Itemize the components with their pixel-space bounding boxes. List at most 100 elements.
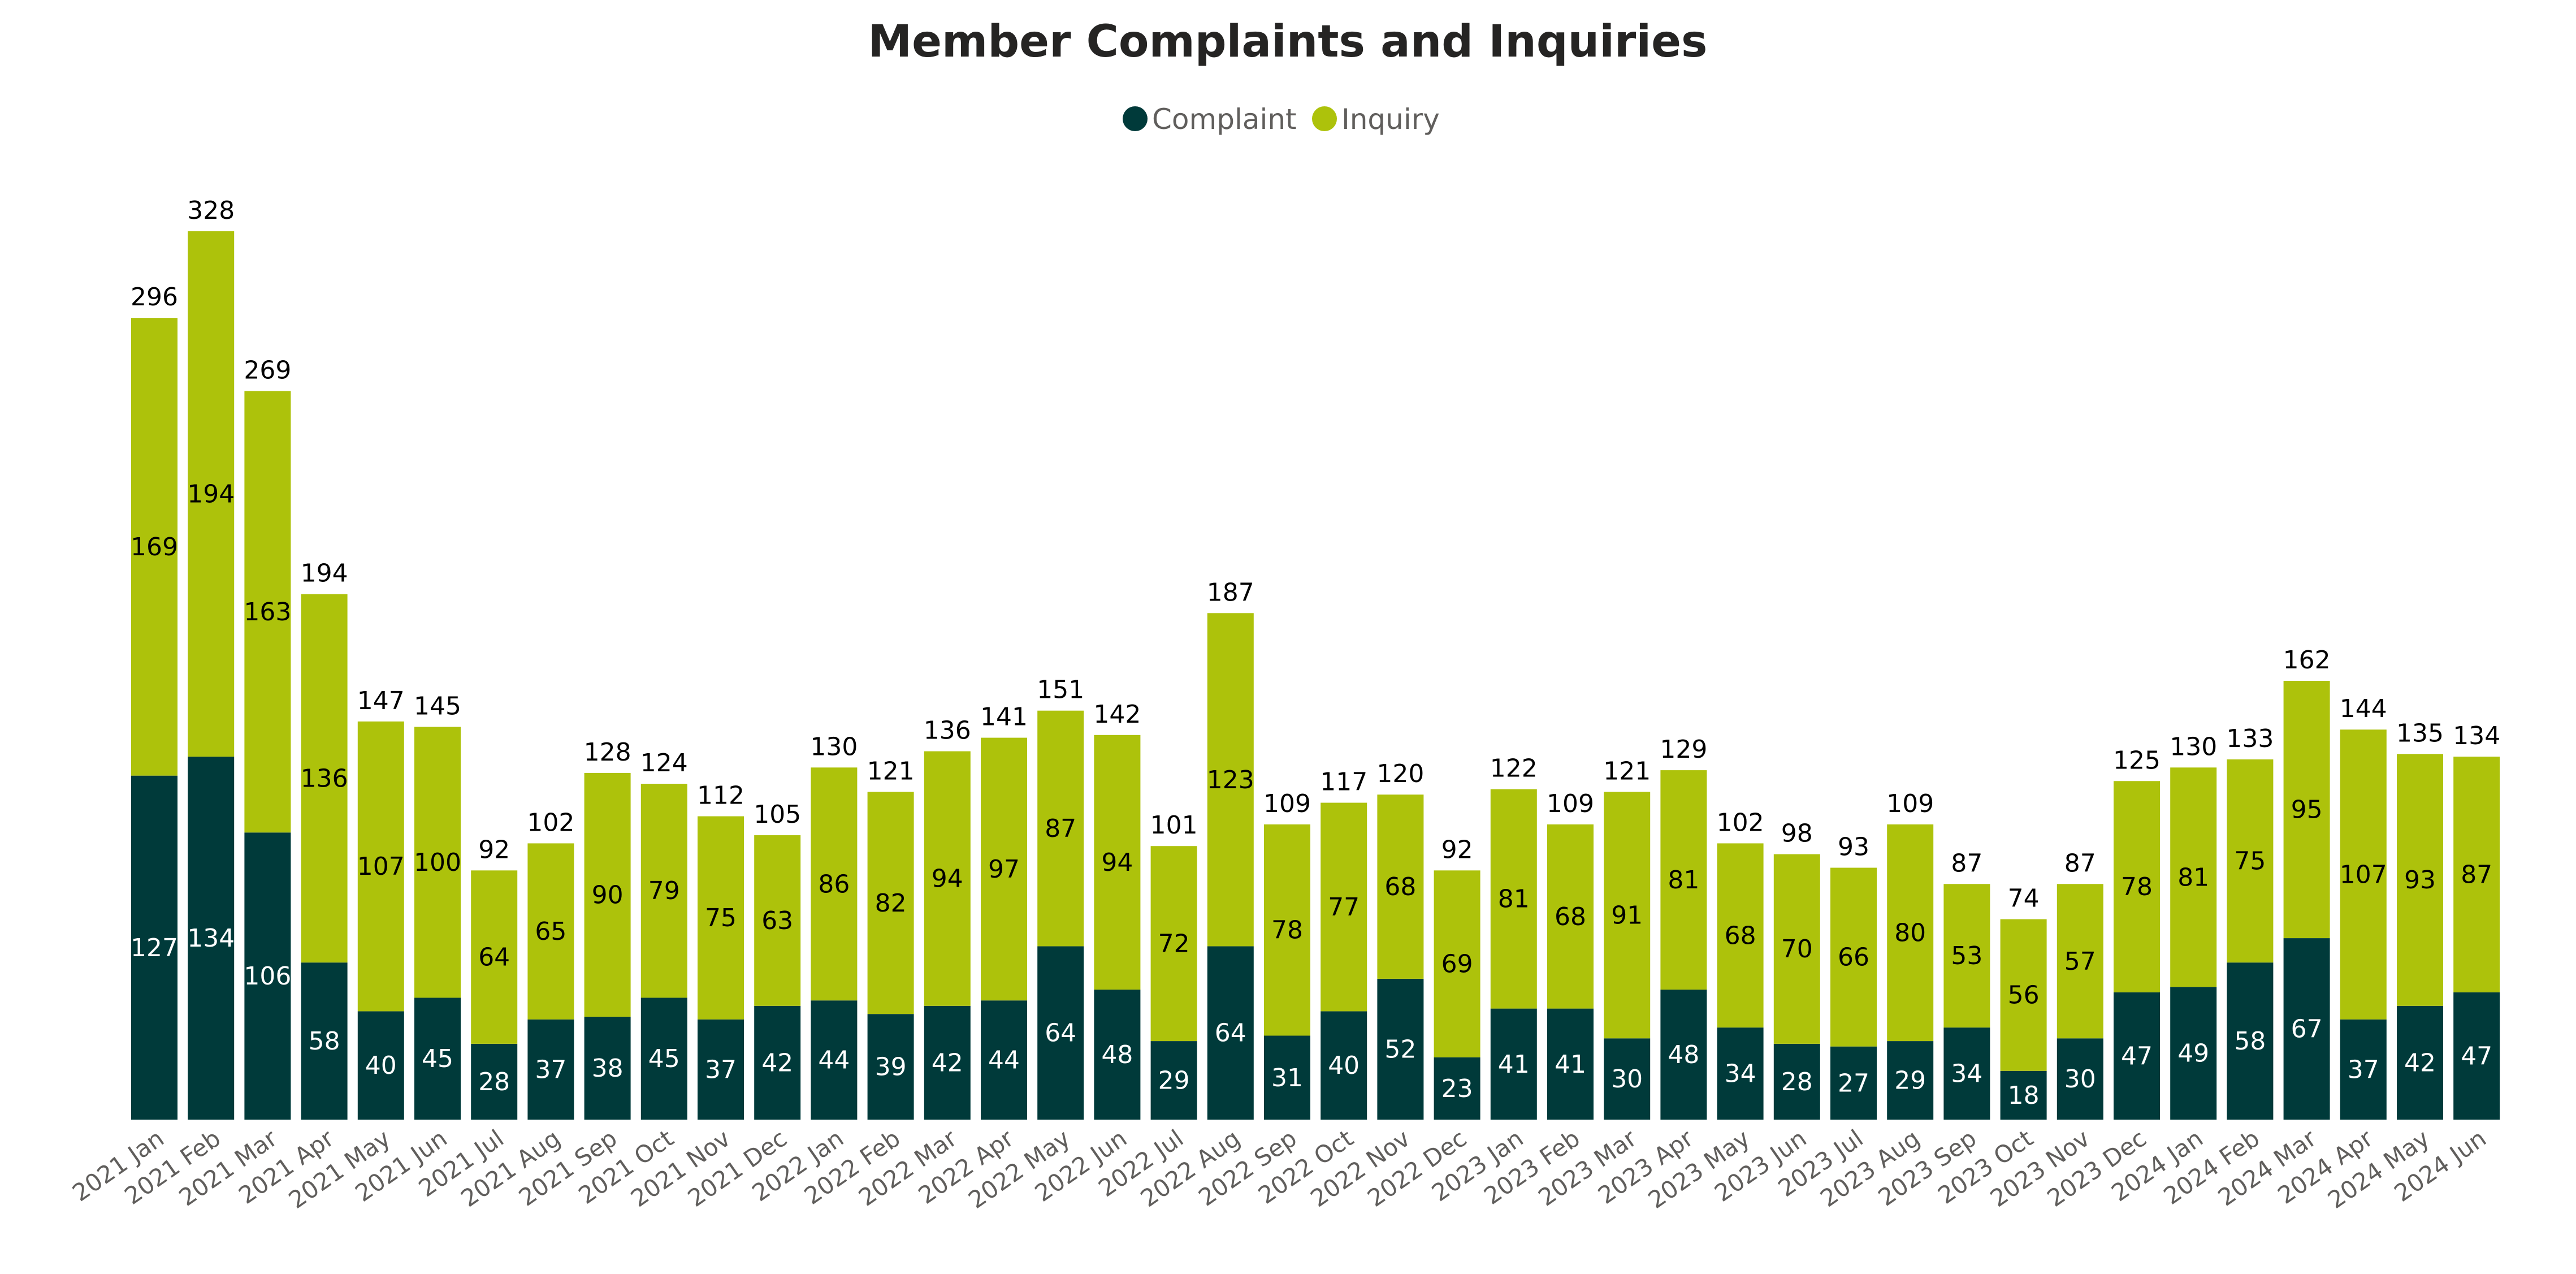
data-label-inquiry: 63 [761,906,793,935]
bars: 127 169 296 134 194 328 106 163 269 58 136 194 40 107… [131,196,2500,1120]
data-label-inquiry: 97 [988,855,1020,884]
data-label-complaint: 30 [2064,1065,2096,1094]
data-label-inquiry: 56 [2008,981,2040,1010]
bar-complaint [1773,1043,1820,1120]
bar-complaint [1321,1011,1367,1120]
data-label-complaint: 39 [875,1053,907,1082]
bar-inquiry [1037,710,1084,947]
data-label-total: 92 [478,835,510,864]
data-label-complaint: 49 [2177,1039,2209,1068]
data-label-total: 87 [2064,849,2096,878]
bar-complaint [414,997,461,1120]
bar-inquiry [471,870,518,1044]
bar-complaint [981,1000,1027,1120]
data-label-total: 112 [697,781,744,810]
bar-inquiry [1773,854,1820,1044]
data-label-inquiry: 169 [131,533,178,562]
bar-complaint [924,1005,971,1120]
data-label-complaint: 28 [1781,1068,1813,1096]
data-label-inquiry: 86 [818,870,850,899]
data-label-total: 109 [1886,789,1934,818]
data-label-inquiry: 87 [2461,861,2492,889]
data-label-total: 187 [1207,578,1254,607]
bar-inquiry [1660,770,1707,990]
data-label-inquiry: 68 [1725,921,1756,950]
data-label-complaint: 64 [1045,1019,1076,1048]
data-label-inquiry: 69 [1441,950,1473,979]
bar-complaint [1377,978,1424,1120]
data-label-inquiry: 81 [2177,863,2209,892]
bar-inquiry [414,727,461,998]
bar-complaint [1717,1027,1764,1120]
data-label-inquiry: 68 [1384,873,1416,901]
data-label-complaint: 30 [1611,1065,1643,1094]
data-label-inquiry: 78 [1271,916,1303,945]
data-label-complaint: 44 [818,1046,850,1075]
data-label-total: 109 [1547,789,1594,818]
data-label-complaint: 42 [761,1048,793,1077]
data-label-total: 117 [1320,768,1367,797]
data-label-total: 128 [584,738,631,767]
data-label-complaint: 37 [535,1055,566,1084]
data-label-complaint: 38 [592,1054,624,1083]
bar-complaint [1434,1057,1480,1120]
data-label-total: 92 [1441,835,1473,864]
bar-complaint [2114,992,2160,1120]
bar-complaint [1264,1035,1310,1120]
data-label-inquiry: 70 [1781,935,1813,964]
bar-complaint [471,1043,518,1120]
bar-complaint [640,997,687,1120]
data-label-complaint: 52 [1384,1035,1416,1064]
data-label-inquiry: 77 [1328,893,1360,922]
bar-complaint [754,1005,801,1120]
data-label-total: 102 [1717,808,1764,837]
bar-inquiry [2453,757,2500,992]
bar-complaint [2397,1005,2443,1120]
bar-inquiry [640,784,687,998]
data-label-complaint: 58 [309,1027,340,1056]
data-label-total: 141 [980,703,1028,732]
data-label-total: 147 [357,686,405,715]
bar-inquiry [1943,884,1990,1028]
bar-inquiry [2397,754,2443,1006]
data-label-complaint: 34 [1725,1060,1756,1089]
data-label-inquiry: 80 [1894,918,1926,947]
data-label-complaint: 40 [365,1051,397,1080]
data-label-complaint: 44 [988,1046,1020,1075]
bar-inquiry [131,318,177,776]
data-label-complaint: 29 [1158,1066,1190,1095]
bar-complaint [2227,962,2274,1120]
data-label-inquiry: 53 [1951,942,1982,970]
data-label-total: 134 [2453,722,2500,750]
legend-label-inquiry: Inquiry [1341,103,1440,136]
bar-inquiry [1604,792,1651,1039]
bar-inquiry [2114,781,2160,992]
data-label-complaint: 23 [1441,1074,1473,1103]
bar-complaint [1604,1038,1651,1120]
data-label-inquiry: 81 [1498,885,1530,914]
bar-complaint [244,832,291,1120]
data-label-inquiry: 100 [414,848,461,877]
data-label-complaint: 29 [1894,1066,1926,1095]
data-label-total: 98 [1781,819,1813,848]
bar-inquiry [2283,681,2330,939]
bar-inquiry [527,843,574,1020]
data-label-complaint: 41 [1555,1050,1586,1079]
bar-complaint [357,1011,404,1120]
data-label-complaint: 42 [2404,1048,2436,1077]
data-label-total: 129 [1660,735,1707,764]
bar-inquiry [1094,735,1141,990]
data-label-total: 130 [810,732,858,761]
bar-complaint [1547,1008,1594,1120]
bar-inquiry [584,772,631,1017]
data-label-total: 136 [924,716,971,745]
bar-complaint [131,775,177,1120]
data-label-inquiry: 136 [301,764,348,793]
data-label-inquiry: 78 [2121,873,2153,901]
bar-inquiry [1490,789,1537,1009]
data-label-inquiry: 57 [2064,947,2096,976]
data-label-total: 135 [2396,719,2444,748]
bar-inquiry [244,391,291,833]
bar-complaint [1207,946,1254,1120]
